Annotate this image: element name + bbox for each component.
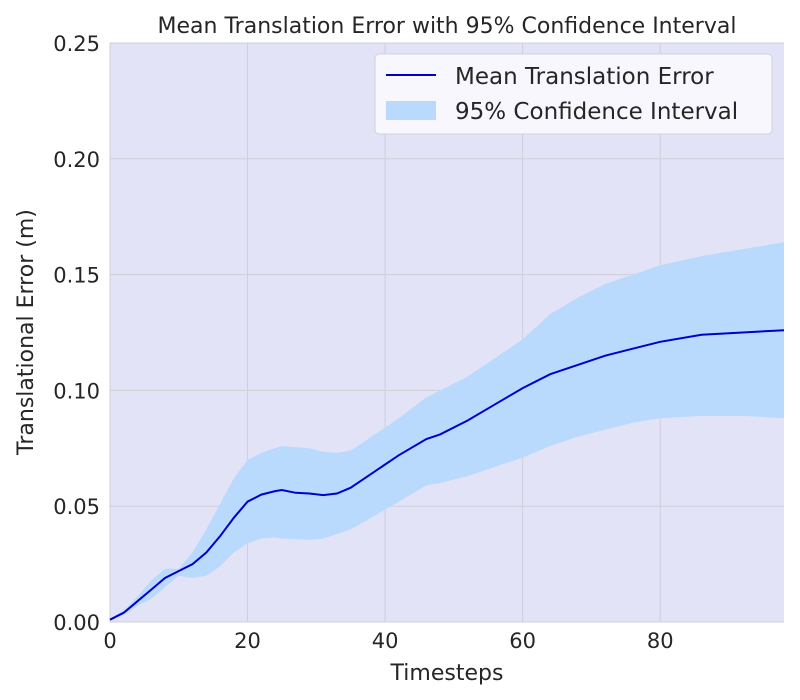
y-tick-label: 0.20 [53,148,100,172]
chart-title: Mean Translation Error with 95% Confiden… [158,14,737,39]
x-tick-label: 40 [372,629,399,653]
x-tick-label: 20 [234,629,261,653]
series-line-mean-translation-error [109,329,785,621]
y-axis-label: Translational Error (m) [14,209,39,456]
legend-box [374,53,773,135]
y-tick-label: 0.05 [53,495,100,519]
legend-label-ci: 95% Confidence Interval [455,99,738,125]
x-tick-label: 60 [509,629,536,653]
x-tick-label: 80 [647,629,674,653]
grid [109,42,784,623]
x-tick-label: 0 [103,629,116,653]
x-axis-ticks: 0 20 40 60 80 [103,629,673,653]
y-tick-label: 0.25 [53,32,100,56]
legend-band-swatch [386,101,436,120]
plot-area [109,242,785,621]
y-tick-label: 0.10 [53,379,100,403]
y-tick-label: 0.00 [53,611,100,635]
legend-label-mean: Mean Translation Error [455,64,714,90]
x-axis-label: Timesteps [390,661,504,686]
legend: Mean Translation Error 95% Confidence In… [374,53,773,135]
y-axis-ticks: 0.00 0.05 0.10 0.15 0.20 0.25 [53,32,100,635]
y-tick-label: 0.15 [53,264,100,288]
